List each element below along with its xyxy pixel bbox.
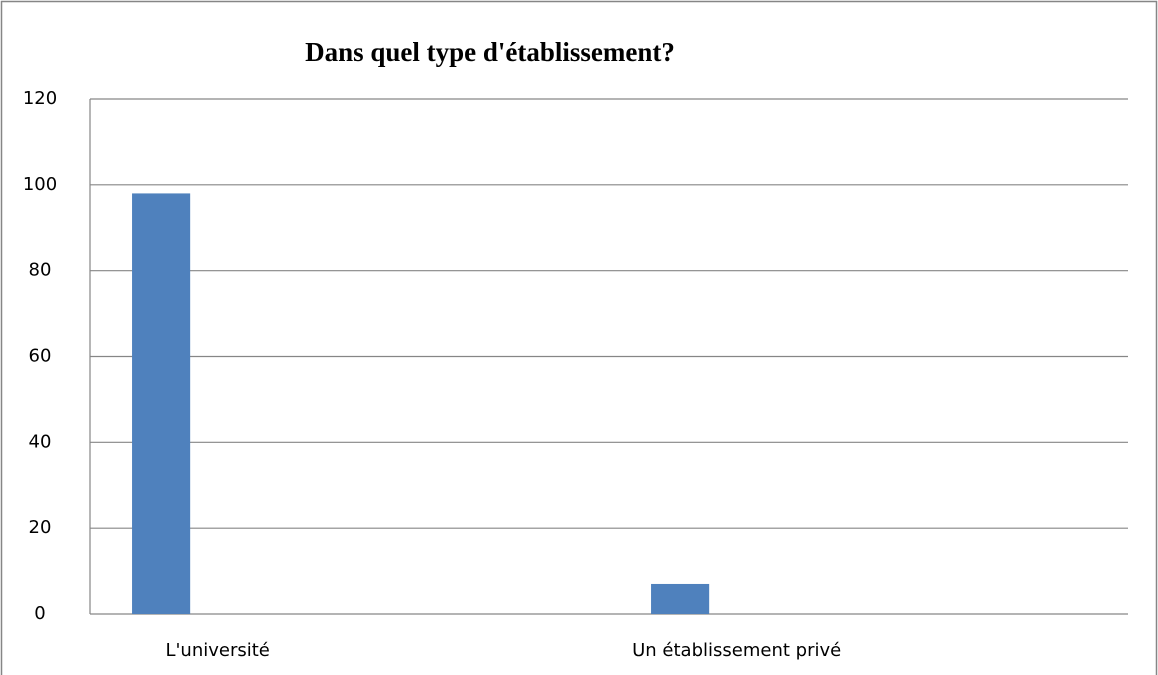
y-tick-label: 20 [29, 517, 52, 538]
x-tick-label: Un établissement privé [632, 640, 841, 661]
bar [651, 583, 710, 614]
y-tick-label: 120 [23, 88, 57, 109]
x-tick-label: L'université [165, 640, 269, 661]
y-tick-label: 100 [23, 174, 57, 195]
y-tick-label: 80 [29, 260, 52, 281]
y-tick-label: 40 [29, 431, 52, 452]
bar [132, 193, 191, 614]
y-tick-label: 0 [34, 603, 45, 624]
chart-title: Dans quel type d'établissement? [305, 37, 675, 67]
y-tick-label: 60 [29, 346, 52, 367]
